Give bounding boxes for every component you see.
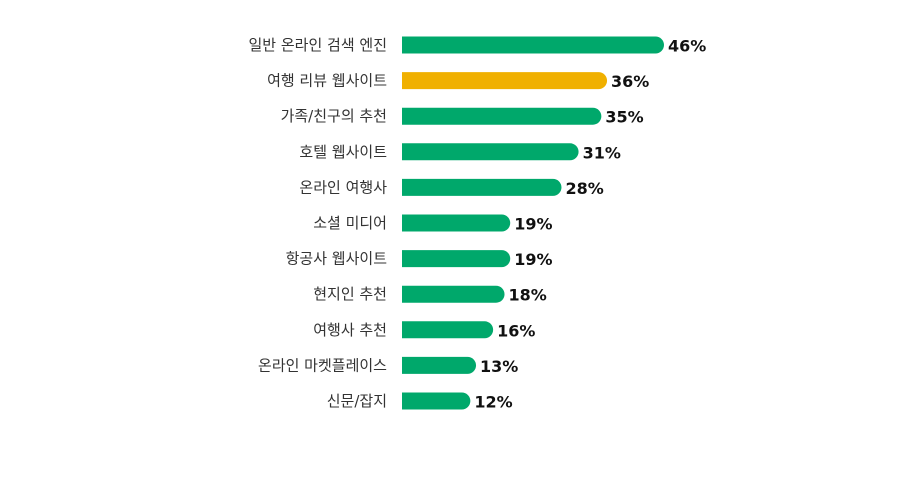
bar — [402, 72, 608, 90]
category-label: 일반 온라인 검색 엔진 — [248, 36, 387, 54]
value-labels: 46% 36% 35% 31% 28% 19% 19% 18% 16% 13% 12% — [474, 37, 706, 412]
value-label: 18% — [509, 286, 547, 305]
bar — [402, 107, 602, 125]
value-label: 28% — [565, 179, 603, 198]
category-label: 여행사 추천 — [313, 321, 387, 339]
value-label: 12% — [474, 393, 512, 412]
bar — [402, 321, 494, 339]
bar — [402, 143, 579, 161]
bar — [402, 285, 505, 303]
category-label: 호텔 웹사이트 — [299, 143, 387, 161]
value-label: 13% — [480, 357, 518, 376]
bars — [402, 36, 664, 410]
value-label: 19% — [514, 250, 552, 269]
bar — [402, 250, 511, 268]
category-label: 신문/잡지 — [327, 392, 387, 410]
category-label: 현지인 추천 — [313, 285, 387, 303]
value-label: 36% — [611, 72, 649, 91]
bar — [402, 178, 562, 196]
value-label: 19% — [514, 215, 552, 234]
category-label: 항공사 웹사이트 — [286, 250, 388, 268]
value-label: 46% — [668, 37, 706, 56]
category-label: 여행 리뷰 웹사이트 — [267, 72, 387, 90]
category-label: 온라인 여행사 — [299, 178, 387, 196]
category-label: 온라인 마켓플레이스 — [258, 356, 387, 374]
value-label: 35% — [605, 108, 643, 127]
category-label: 소셜 미디어 — [313, 214, 387, 232]
bar — [402, 356, 477, 374]
bar — [402, 214, 511, 232]
category-label: 가족/친구의 추천 — [281, 107, 387, 125]
bar — [402, 392, 471, 410]
value-label: 16% — [497, 321, 535, 340]
bar — [402, 36, 664, 54]
value-label: 31% — [583, 143, 621, 162]
